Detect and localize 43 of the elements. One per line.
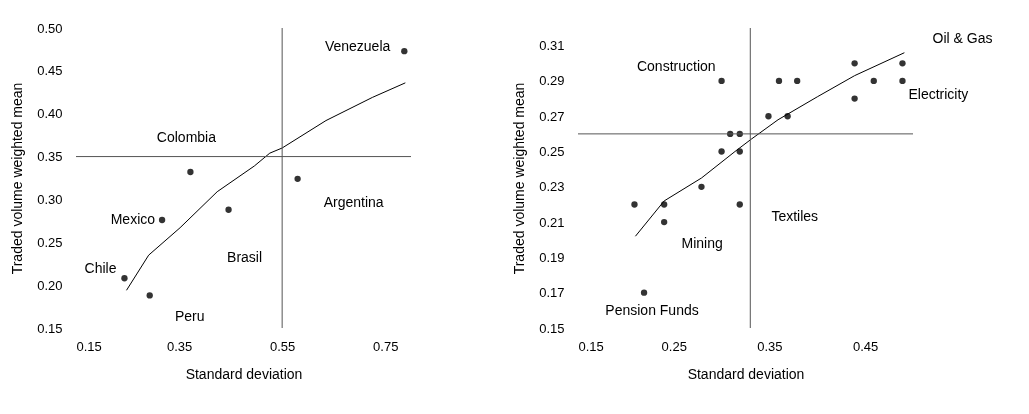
y-tick-label: 0.15 [539, 320, 565, 336]
y-tick-label: 0.45 [37, 63, 63, 79]
y-tick-label: 0.31 [539, 38, 565, 54]
y-tick-label: 0.29 [539, 73, 565, 89]
x-tick-label: 0.55 [270, 338, 296, 354]
y-tick-label: 0.27 [539, 108, 565, 124]
annotation: Chile [84, 260, 117, 277]
annotation: Mining [681, 235, 723, 252]
annotation: Electricity [908, 85, 969, 102]
annotation: Peru [174, 308, 205, 325]
annotation: Pension Funds [605, 301, 699, 318]
x-axis-title: Standard deviation [687, 365, 805, 382]
y-tick-label: 0.17 [539, 285, 565, 301]
y-tick-label: 0.15 [37, 320, 63, 336]
annotation: Mexico [110, 211, 156, 227]
y-tick-label: 0.19 [539, 249, 565, 265]
annotation: Oil & Gas [932, 30, 993, 47]
y-tick-label: 0.40 [37, 106, 63, 122]
y-tick-label: 0.50 [37, 20, 63, 36]
x-tick-label: 0.35 [166, 338, 193, 354]
annotation: Venezuela [324, 38, 391, 55]
y-tick-label: 0.35 [37, 149, 63, 165]
x-tick-label: 0.75 [373, 338, 399, 354]
annotation: Brasil [227, 248, 263, 265]
annotation: Textiles [771, 208, 819, 225]
annotation: Argentina [323, 193, 384, 210]
y-tick-label: 0.30 [37, 191, 63, 207]
x-tick-label: 0.15 [76, 338, 102, 354]
y-tick-label: 0.25 [37, 234, 63, 250]
y-axis-title: Traded volume weighted mean [9, 82, 26, 275]
y-tick-label: 0.21 [539, 214, 565, 230]
line-series [634, 52, 905, 237]
y-tick-label: 0.25 [539, 144, 565, 160]
x-tick-label: 0.35 [757, 338, 783, 354]
y-tick-label: 0.20 [37, 277, 63, 293]
x-axis-title: Standard deviation [185, 365, 303, 382]
y-tick-label: 0.23 [539, 179, 565, 195]
y-axis-title: Traded volume weighted mean [511, 82, 528, 275]
annotation: Colombia [156, 129, 217, 145]
x-tick-label: 0.15 [578, 338, 604, 354]
x-tick-label: 0.45 [852, 338, 879, 354]
annotation: Construction [636, 57, 716, 74]
x-tick-label: 0.25 [661, 338, 687, 354]
